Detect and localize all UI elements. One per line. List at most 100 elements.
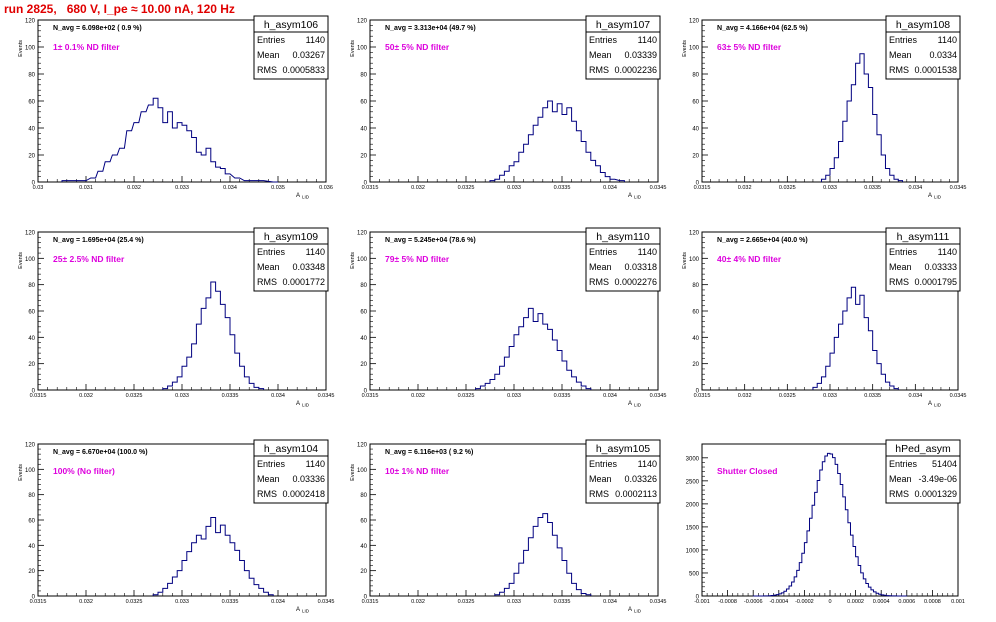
stats-value: 1140: [638, 247, 657, 257]
y-tick-label: 120: [25, 19, 36, 25]
stats-value: 0.0002276: [614, 277, 657, 287]
stats-key: Mean: [889, 262, 912, 272]
y-tick-label: 40: [692, 127, 699, 133]
navg-label: N_avg = 5.245e+04 (78.6 %): [385, 237, 476, 244]
x-axis-label: A LID: [928, 401, 942, 408]
x-tick-label: 0.0335: [222, 393, 239, 399]
y-tick-label: 80: [360, 493, 367, 499]
x-tick-label: -0.0006: [744, 599, 763, 605]
x-tick-label: 0.0325: [458, 393, 475, 399]
x-tick-label: 0.033: [175, 393, 189, 399]
stats-value: 1140: [306, 459, 325, 469]
stats-value: 0.0002236: [614, 65, 657, 75]
y-tick-label: 80: [28, 493, 35, 499]
stats-value: 0.0001329: [914, 489, 957, 499]
hist-panel-h_asym110: 0 20 40 60 80 100 120 0.0315 0.032 0.0325 0.033 0.0…: [350, 227, 666, 408]
x-tick-label: 0.034: [271, 599, 285, 605]
y-tick-label: 40: [692, 336, 699, 342]
y-tick-label: 0: [32, 181, 36, 187]
x-tick-label: 0.0325: [779, 393, 796, 399]
y-tick-label: 3000: [686, 456, 700, 462]
x-tick-label: 0.034: [603, 599, 617, 605]
x-tick-label: 0.0315: [30, 393, 47, 399]
y-tick-label: 120: [25, 231, 36, 237]
x-tick-label: 0.0004: [873, 599, 890, 605]
histogram-line: [752, 452, 908, 597]
stats-key: RMS: [889, 65, 909, 75]
x-axis-label-sub: LID: [302, 609, 310, 614]
x-tick-label: -0.001: [694, 599, 710, 605]
stats-key: Mean: [257, 474, 280, 484]
stats-title: h_asym109: [264, 231, 318, 243]
filter-annotation: 1± 0.1% ND filter: [53, 42, 120, 52]
y-tick-label: 2500: [686, 479, 700, 485]
x-axis-label-sub: LID: [634, 609, 642, 614]
stats-value: 1140: [306, 247, 325, 257]
x-axis-label-sub: LID: [934, 195, 942, 200]
x-tick-label: 0.0008: [924, 599, 941, 605]
y-tick-label: 40: [360, 336, 367, 342]
hist-panel-hPed_asym: 0 500 1000 1500 2000 2500 3000 -0.001 -0.0008 -0.…: [686, 439, 965, 605]
y-tick-label: 40: [360, 127, 367, 133]
stats-value: 1140: [638, 459, 657, 469]
stats-box: [585, 227, 661, 292]
x-tick-label: 0.032: [79, 393, 93, 399]
filter-annotation: Shutter Closed: [717, 466, 777, 476]
y-tick-label: 60: [360, 100, 367, 106]
x-tick-label: 0.034: [271, 393, 285, 399]
y-tick-label: 60: [28, 519, 35, 525]
stats-box: [585, 15, 661, 80]
x-tick-label: 0.0345: [950, 393, 967, 399]
x-tick-label: 0.033: [507, 393, 521, 399]
stats-key: Mean: [889, 50, 912, 60]
x-tick-label: 0.0002: [847, 599, 864, 605]
x-tick-label: 0.034: [908, 393, 922, 399]
hist-panel-h_asym108: 0 20 40 60 80 100 120 0.0315 0.032 0.0325 0.033 0.0…: [682, 15, 966, 200]
x-tick-label: 0.032: [411, 599, 425, 605]
y-axis-label: Events: [350, 40, 356, 57]
y-tick-label: 0: [696, 595, 700, 601]
y-tick-label: 100: [357, 46, 368, 52]
stats-value: 51404: [932, 459, 957, 469]
x-tick-label: 0.031: [79, 185, 93, 191]
y-axis-label: Events: [18, 40, 24, 57]
histogram-line: [162, 281, 265, 390]
stats-key: Entries: [889, 35, 918, 45]
x-tick-label: 0.0335: [554, 393, 571, 399]
stats-title: h_asym107: [596, 19, 650, 31]
y-tick-label: 60: [360, 519, 367, 525]
y-tick-label: 80: [692, 73, 699, 79]
x-tick-label: 0.0345: [318, 393, 335, 399]
stats-title: h_asym108: [896, 19, 950, 31]
y-tick-label: 100: [689, 46, 700, 52]
navg-label: N_avg = 3.313e+04 (49.7 %): [385, 25, 476, 32]
y-tick-label: 100: [689, 257, 700, 263]
x-axis-label: A LID: [628, 193, 642, 200]
stats-value: 0.03267: [292, 50, 325, 60]
navg-label: N_avg = 1.695e+04 (25.4 %): [53, 237, 144, 244]
stats-value: 1140: [638, 35, 657, 45]
stats-box: [585, 439, 661, 504]
y-tick-label: 20: [28, 154, 35, 160]
y-tick-label: 80: [360, 283, 367, 289]
filter-annotation: 50± 5% ND filter: [385, 42, 450, 52]
x-tick-label: 0.0335: [864, 185, 881, 191]
stats-value: -3.49e-06: [918, 474, 957, 484]
y-tick-label: 120: [689, 19, 700, 25]
y-tick-label: 100: [25, 257, 36, 263]
y-tick-label: 100: [25, 468, 36, 474]
x-tick-label: 0.0335: [554, 599, 571, 605]
y-tick-label: 0: [32, 595, 36, 601]
y-tick-label: 60: [28, 100, 35, 106]
y-tick-label: 100: [357, 257, 368, 263]
x-tick-label: 0.0325: [458, 599, 475, 605]
stats-key: RMS: [889, 277, 909, 287]
stats-box: [885, 439, 961, 504]
stats-key: Mean: [589, 474, 612, 484]
x-tick-label: 0.036: [319, 185, 333, 191]
histogram-line: [61, 97, 278, 183]
y-axis-label: Events: [350, 252, 356, 269]
x-tick-label: -0.0004: [769, 599, 788, 605]
stats-box: [885, 227, 961, 292]
